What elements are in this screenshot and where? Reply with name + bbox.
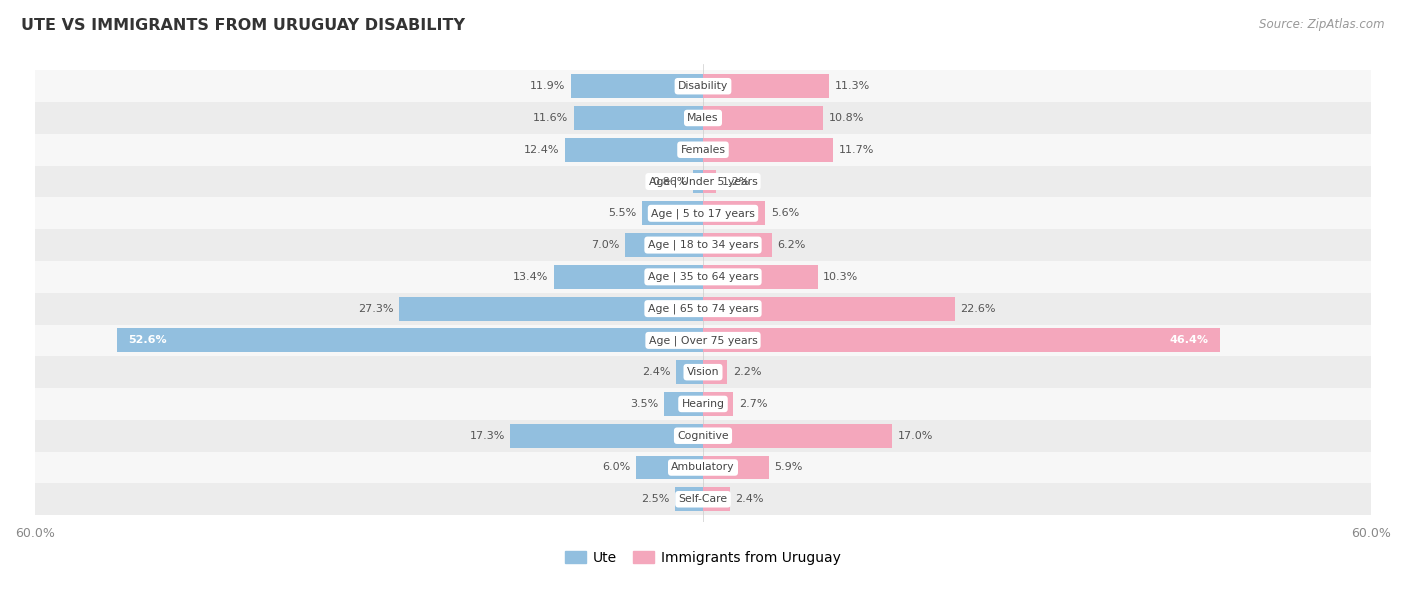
Text: 5.5%: 5.5% bbox=[607, 208, 636, 218]
Bar bbox=[571, 74, 703, 98]
Text: Disability: Disability bbox=[678, 81, 728, 91]
Text: Age | 18 to 34 years: Age | 18 to 34 years bbox=[648, 240, 758, 250]
Bar bbox=[554, 265, 703, 289]
Bar bbox=[693, 170, 703, 193]
Text: 2.4%: 2.4% bbox=[643, 367, 671, 377]
Bar bbox=[703, 424, 893, 447]
Bar bbox=[636, 455, 703, 479]
Text: 6.2%: 6.2% bbox=[778, 240, 806, 250]
Text: 22.6%: 22.6% bbox=[960, 304, 995, 313]
Bar bbox=[703, 455, 769, 479]
Text: 11.9%: 11.9% bbox=[530, 81, 565, 91]
Bar bbox=[399, 297, 703, 321]
Bar bbox=[703, 106, 824, 130]
Text: Source: ZipAtlas.com: Source: ZipAtlas.com bbox=[1260, 18, 1385, 31]
Text: Age | Under 5 years: Age | Under 5 years bbox=[648, 176, 758, 187]
Bar bbox=[35, 324, 1371, 356]
Text: 0.86%: 0.86% bbox=[652, 176, 688, 187]
Text: Females: Females bbox=[681, 145, 725, 155]
Bar bbox=[703, 297, 955, 321]
Text: 52.6%: 52.6% bbox=[128, 335, 167, 345]
Bar bbox=[35, 166, 1371, 198]
Text: 2.5%: 2.5% bbox=[641, 494, 669, 504]
Bar bbox=[703, 74, 828, 98]
Bar bbox=[676, 360, 703, 384]
Legend: Ute, Immigrants from Uruguay: Ute, Immigrants from Uruguay bbox=[565, 551, 841, 565]
Bar bbox=[35, 388, 1371, 420]
Bar bbox=[703, 487, 730, 511]
Bar bbox=[703, 138, 834, 162]
Text: 7.0%: 7.0% bbox=[591, 240, 620, 250]
Bar bbox=[35, 420, 1371, 452]
Text: 11.3%: 11.3% bbox=[834, 81, 870, 91]
Text: 11.6%: 11.6% bbox=[533, 113, 568, 123]
Text: 5.6%: 5.6% bbox=[770, 208, 799, 218]
Bar bbox=[510, 424, 703, 447]
Text: 1.2%: 1.2% bbox=[721, 176, 751, 187]
Bar bbox=[703, 170, 717, 193]
Text: 12.4%: 12.4% bbox=[524, 145, 560, 155]
Bar bbox=[35, 70, 1371, 102]
Bar bbox=[703, 392, 733, 416]
Bar bbox=[565, 138, 703, 162]
Bar bbox=[35, 452, 1371, 483]
Bar bbox=[35, 293, 1371, 324]
Bar bbox=[35, 261, 1371, 293]
Text: 17.3%: 17.3% bbox=[470, 431, 505, 441]
Bar bbox=[703, 265, 818, 289]
Bar bbox=[703, 201, 765, 225]
Text: UTE VS IMMIGRANTS FROM URUGUAY DISABILITY: UTE VS IMMIGRANTS FROM URUGUAY DISABILIT… bbox=[21, 18, 465, 34]
Text: 11.7%: 11.7% bbox=[839, 145, 875, 155]
Bar bbox=[117, 329, 703, 353]
Text: 2.7%: 2.7% bbox=[738, 399, 768, 409]
Bar bbox=[703, 329, 1219, 353]
Bar bbox=[664, 392, 703, 416]
Bar bbox=[641, 201, 703, 225]
Text: Age | 65 to 74 years: Age | 65 to 74 years bbox=[648, 304, 758, 314]
Bar bbox=[675, 487, 703, 511]
Text: Vision: Vision bbox=[686, 367, 720, 377]
Bar bbox=[574, 106, 703, 130]
Bar bbox=[703, 360, 727, 384]
Bar bbox=[35, 229, 1371, 261]
Text: Hearing: Hearing bbox=[682, 399, 724, 409]
Text: 10.3%: 10.3% bbox=[824, 272, 859, 282]
Bar bbox=[35, 356, 1371, 388]
Text: 2.4%: 2.4% bbox=[735, 494, 763, 504]
Text: Cognitive: Cognitive bbox=[678, 431, 728, 441]
Text: Ambulatory: Ambulatory bbox=[671, 463, 735, 472]
Text: Self-Care: Self-Care bbox=[679, 494, 727, 504]
Bar bbox=[703, 233, 772, 257]
Text: 27.3%: 27.3% bbox=[359, 304, 394, 313]
Text: 17.0%: 17.0% bbox=[898, 431, 934, 441]
Text: Males: Males bbox=[688, 113, 718, 123]
Text: 6.0%: 6.0% bbox=[602, 463, 631, 472]
Text: 2.2%: 2.2% bbox=[733, 367, 762, 377]
Bar bbox=[626, 233, 703, 257]
Text: 5.9%: 5.9% bbox=[775, 463, 803, 472]
Text: 3.5%: 3.5% bbox=[630, 399, 658, 409]
Text: 46.4%: 46.4% bbox=[1170, 335, 1209, 345]
Bar bbox=[35, 483, 1371, 515]
Text: Age | Over 75 years: Age | Over 75 years bbox=[648, 335, 758, 346]
Text: Age | 35 to 64 years: Age | 35 to 64 years bbox=[648, 272, 758, 282]
Bar bbox=[35, 198, 1371, 229]
Text: Age | 5 to 17 years: Age | 5 to 17 years bbox=[651, 208, 755, 218]
Bar bbox=[35, 102, 1371, 134]
Text: 10.8%: 10.8% bbox=[828, 113, 865, 123]
Text: 13.4%: 13.4% bbox=[513, 272, 548, 282]
Bar bbox=[35, 134, 1371, 166]
